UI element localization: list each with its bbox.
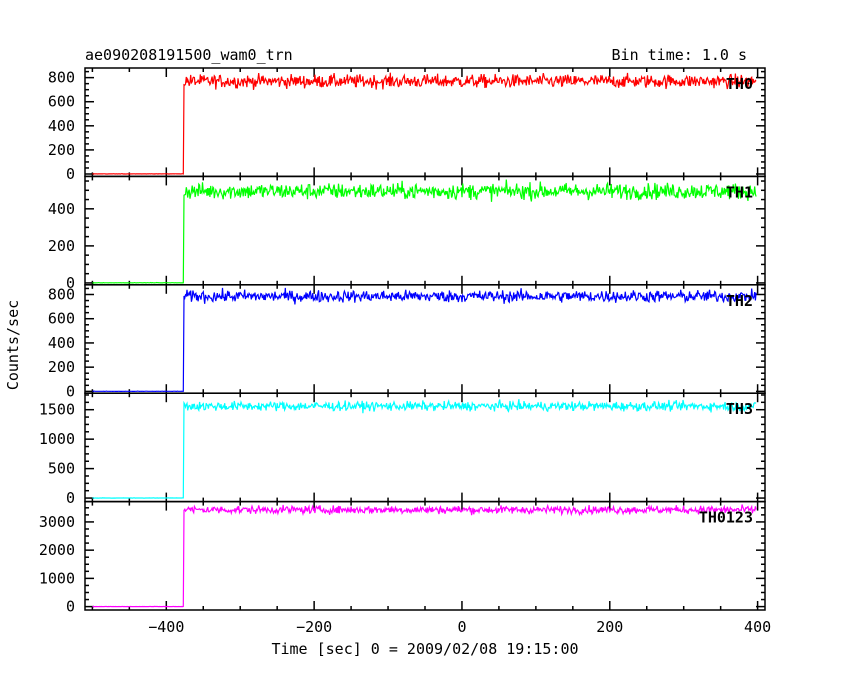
x-tick-label: 200 [596,618,623,636]
panels-group: 0 200 400 600 800 TH0 0 200 400 TH1 0 200 400 600 800 T… [39,67,771,636]
y-tick-label: 2000 [39,541,75,559]
series-line-th3 [92,399,757,499]
y-tick-label: 200 [48,358,75,376]
y-tick-label: 0 [66,165,75,183]
y-tick-label: 400 [48,117,75,135]
y-tick-label: 800 [48,69,75,87]
series-line-th1 [92,179,757,284]
x-tick-label: 0 [457,618,466,636]
y-tick-label: 600 [48,310,75,328]
y-tick-label: 0 [66,598,75,616]
y-tick-label: 200 [48,141,75,159]
panel-frame-th0123 [84,500,766,611]
y-tick-label: 0 [66,382,75,400]
y-tick-label: 800 [48,285,75,303]
series-line-th0123 [92,503,757,608]
panel-label-th0: TH0 [726,75,753,93]
y-tick-label: 1000 [39,569,75,587]
series-line-th0 [92,72,757,175]
panel-label-th1: TH1 [726,183,753,201]
y-tick-label: 0 [66,489,75,507]
y-tick-label: 1500 [39,401,75,419]
y-tick-label: 400 [48,334,75,352]
y-axis-label: Counts/sec [4,300,22,390]
x-axis-label: Time [sec] 0 = 2009/02/08 19:15:00 [271,640,578,658]
y-tick-label: 0 [66,274,75,292]
y-tick-label: 200 [48,237,75,255]
series-line-th2 [92,287,757,393]
y-tick-label: 1000 [39,430,75,448]
chart-title: ae090208191500_wam0_trn [85,46,293,64]
panel-label-th0123: TH0123 [699,509,753,527]
panel-frame-th0 [84,67,766,178]
x-tick-label: −200 [296,618,332,636]
x-tick-label: 400 [744,618,771,636]
panel-label-th2: TH2 [726,292,753,310]
y-tick-label: 400 [48,200,75,218]
panel-frame-th2 [84,284,766,394]
panel-label-th3: TH3 [726,400,753,418]
bin-time-label: Bin time: 1.0 s [612,46,747,64]
y-tick-label: 3000 [39,513,75,531]
y-tick-label: 600 [48,93,75,111]
y-tick-label: 500 [48,460,75,478]
x-tick-label: −400 [148,618,184,636]
